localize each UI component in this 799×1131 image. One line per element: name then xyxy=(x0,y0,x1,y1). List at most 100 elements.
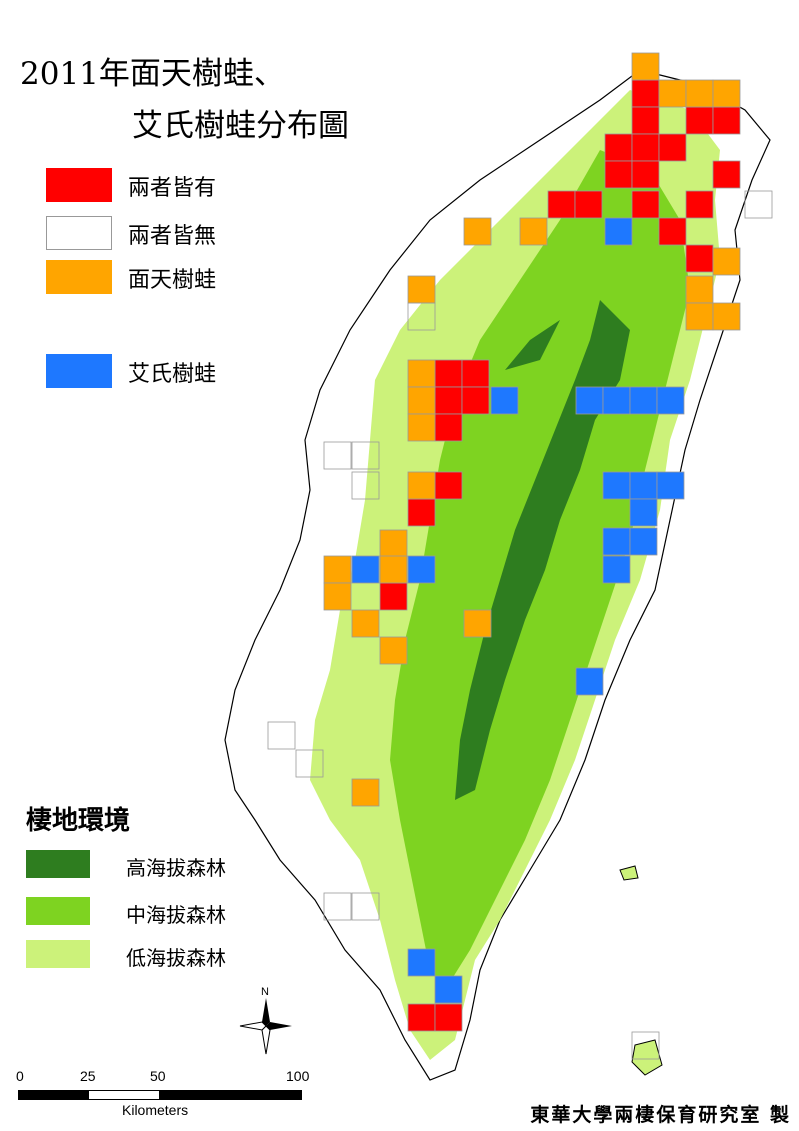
legend-label: 艾氏樹蛙 xyxy=(128,362,217,387)
cell-both xyxy=(631,160,660,189)
cell-both xyxy=(434,386,463,415)
cell-mientien xyxy=(631,52,660,81)
legend-label: 兩者皆有 xyxy=(128,176,217,201)
title-line-2: 艾氏樹蛙分布圖 xyxy=(132,108,349,144)
scale-bar: 0 25 50 100 Kilometers xyxy=(16,1068,318,1118)
cell-eiffinger xyxy=(407,555,436,584)
map-title: 2011年面天樹蛙、 艾氏樹蛙分布圖 xyxy=(20,48,349,152)
cell-none xyxy=(267,721,296,750)
cell-none xyxy=(407,302,436,331)
cell-mientien xyxy=(351,609,380,638)
cell-mientien xyxy=(712,247,741,276)
legend-label: 面天樹蛙 xyxy=(128,268,217,293)
scale-unit: Kilometers xyxy=(122,1102,189,1118)
north-arrow-icon xyxy=(239,998,292,1055)
cell-eiffinger xyxy=(575,386,604,415)
cell-both xyxy=(712,160,741,189)
cell-eiffinger xyxy=(656,471,685,500)
cell-mientien xyxy=(407,359,436,388)
habitat-title: 棲地環境 xyxy=(26,806,131,836)
cell-mientien xyxy=(463,217,492,246)
cell-both xyxy=(658,217,687,246)
habitat-label: 中海拔森林 xyxy=(126,903,226,927)
cell-eiffinger xyxy=(656,386,685,415)
cell-eiffinger xyxy=(629,527,658,556)
cell-none xyxy=(323,441,352,470)
cell-both xyxy=(461,359,490,388)
cell-mientien xyxy=(712,79,741,108)
cell-eiffinger xyxy=(602,386,631,415)
orchid-island xyxy=(631,1039,663,1076)
legend-swatch xyxy=(46,260,112,294)
habitat-high: 高海拔森林 xyxy=(26,850,226,880)
cell-both xyxy=(434,359,463,388)
cell-both xyxy=(407,498,436,527)
cell-mientien xyxy=(351,778,380,807)
cell-both xyxy=(658,133,687,162)
cell-both xyxy=(685,244,714,273)
cell-both xyxy=(407,1003,436,1032)
cell-eiffinger xyxy=(407,948,436,977)
cell-eiffinger xyxy=(351,555,380,584)
cell-both xyxy=(604,160,633,189)
cell-both xyxy=(434,413,463,442)
high-forest xyxy=(455,300,630,800)
habitat-label: 高海拔森林 xyxy=(126,856,226,880)
cell-none xyxy=(351,441,380,470)
cell-mientien xyxy=(685,275,714,304)
legend-swatch xyxy=(46,216,112,250)
scale-tick: 25 xyxy=(80,1068,96,1084)
cell-eiffinger xyxy=(629,471,658,500)
cell-mientien xyxy=(685,302,714,331)
cell-mientien xyxy=(519,217,548,246)
cell-both xyxy=(461,386,490,415)
cell-none xyxy=(351,892,380,921)
cell-mientien xyxy=(323,555,352,584)
cell-mientien xyxy=(685,79,714,108)
cell-both xyxy=(604,133,633,162)
cell-eiffinger xyxy=(490,386,519,415)
cell-both xyxy=(434,471,463,500)
legend-swatch xyxy=(46,354,112,388)
scale-seg xyxy=(19,1091,89,1099)
cell-mientien xyxy=(379,529,408,558)
cell-mientien xyxy=(407,386,436,415)
credit-text: 東華大學兩棲保育研究室 製 xyxy=(530,1104,791,1126)
cell-both xyxy=(712,106,741,135)
cell-mientien xyxy=(712,302,741,331)
title-line-1: 2011年面天樹蛙、 xyxy=(20,56,285,92)
cell-mientien xyxy=(379,555,408,584)
scale-tick: 100 xyxy=(286,1068,310,1084)
cell-both xyxy=(574,190,603,219)
survey-grid xyxy=(267,52,773,1060)
cell-none xyxy=(323,892,352,921)
cell-eiffinger xyxy=(629,386,658,415)
cell-both xyxy=(631,79,660,108)
green-island xyxy=(619,865,639,881)
cell-mientien xyxy=(407,275,436,304)
cell-none xyxy=(351,471,380,500)
cell-mientien xyxy=(323,582,352,611)
cell-both xyxy=(685,106,714,135)
habitat-mid: 中海拔森林 xyxy=(26,897,226,927)
scale-seg xyxy=(159,1091,301,1099)
cell-both xyxy=(631,190,660,219)
cell-mientien xyxy=(407,471,436,500)
cell-both xyxy=(631,133,660,162)
cell-eiffinger xyxy=(602,471,631,500)
cell-none xyxy=(744,190,773,219)
legend-swatch xyxy=(46,168,112,202)
cell-eiffinger xyxy=(602,555,631,584)
cell-mientien xyxy=(379,636,408,665)
scale-bar-frame xyxy=(18,1090,302,1100)
scale-tick: 0 xyxy=(16,1068,24,1084)
cell-both xyxy=(631,106,660,135)
cell-eiffinger xyxy=(629,498,658,527)
cell-eiffinger xyxy=(604,217,633,246)
cell-none xyxy=(295,749,324,778)
cell-both xyxy=(547,190,576,219)
cell-mientien xyxy=(658,79,687,108)
legend-label: 兩者皆無 xyxy=(128,224,217,249)
cell-none xyxy=(631,1031,660,1060)
